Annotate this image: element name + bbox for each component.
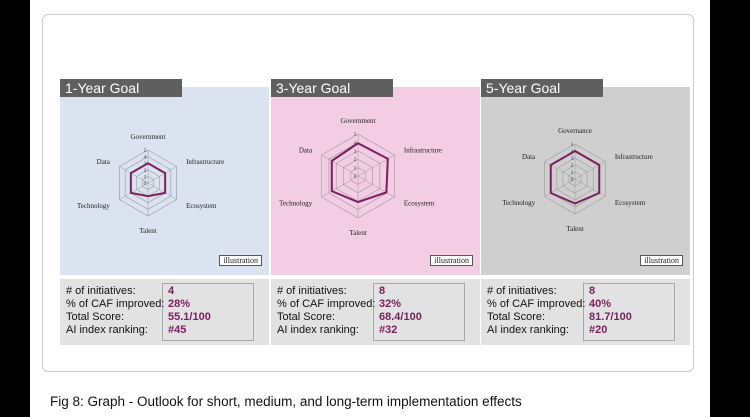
axis-spoke [574, 178, 606, 197]
caf-value: 28% [168, 298, 191, 310]
initiatives-label: # of initiatives: [487, 285, 557, 297]
illustration-badge: illustration [430, 255, 473, 266]
panel-title: 5-Year Goal [481, 79, 603, 97]
axis-spoke [119, 166, 149, 184]
tick-label: 2 [144, 168, 147, 174]
series-line [330, 142, 389, 204]
tick-label: 0 [571, 177, 574, 183]
axis-spoke [321, 154, 359, 177]
goal-panel-5-year: 0 1 2 3 4 5 Governance Infrastructure Ecosystem T… [481, 79, 690, 275]
goal-panel-3-year: 0 1 2 3 4 5 Government Infrastructure Ecosystem T… [271, 79, 480, 275]
category-label: Infrastructure [186, 158, 224, 166]
axis-spoke [321, 175, 359, 198]
initiatives-value: 8 [379, 285, 386, 297]
ranking-value: #20 [589, 324, 608, 336]
axis-spoke [544, 178, 576, 197]
tick-label: 2 [354, 157, 357, 163]
ranking-value: #45 [168, 324, 187, 336]
plot-background [271, 87, 480, 275]
caf-label: % of CAF improved: [277, 298, 376, 310]
axis-spoke [544, 161, 576, 180]
stats-value-box [373, 283, 465, 341]
tick-label: 4 [354, 140, 357, 146]
series-line [549, 150, 601, 205]
category-label: Data [522, 153, 536, 161]
category-label: Talent [349, 229, 366, 237]
category-label: Data [299, 147, 313, 155]
radar-chart-1-year: 012345GovernmentInfrastructureEcosystemT… [60, 87, 269, 275]
category-label: Technology [77, 202, 110, 210]
category-label: Infrastructure [615, 153, 653, 161]
illustration-badge: illustration [640, 255, 683, 266]
category-label: Ecosystem [615, 199, 646, 207]
initiatives-value: 8 [589, 285, 596, 297]
category-label: Technology [502, 199, 535, 207]
stats-panel-5-year: # of initiatives: % of CAF improved: Tot… [481, 279, 690, 345]
ranking-label: AI index ranking: [277, 324, 359, 336]
stats-value-box [162, 283, 254, 341]
category-label: Talent [566, 225, 583, 233]
illustration-badge: illustration [219, 255, 262, 266]
ranking-label: AI index ranking: [66, 324, 148, 336]
category-label: Ecosystem [186, 202, 217, 210]
figure-frame: 0 1 2 3 4 5 Government Infrastructure Ecosystem T… [42, 14, 694, 372]
score-value: 55.1/100 [168, 311, 211, 323]
ranking-value: #32 [379, 324, 398, 336]
tick-label: 1 [144, 174, 147, 180]
caf-label: % of CAF improved: [487, 298, 586, 310]
axis-spoke [147, 166, 177, 184]
category-label: Infrastructure [404, 147, 442, 155]
ranking-label: AI index ranking: [487, 324, 569, 336]
figure-caption: Fig 8: Graph - Outlook for short, medium… [50, 394, 522, 409]
tick-label: 0 [144, 181, 147, 187]
initiatives-label: # of initiatives: [66, 285, 136, 297]
tick-label: 3 [571, 156, 574, 162]
score-label: Total Score: [487, 311, 546, 323]
stats-panel-1-year: # of initiatives: % of CAF improved: Tot… [60, 279, 269, 345]
plot-background [481, 87, 690, 275]
category-label: Governance [558, 127, 592, 135]
panel-title: 3-Year Goal [271, 79, 393, 97]
caf-label: % of CAF improved: [66, 298, 165, 310]
caf-value: 32% [379, 298, 402, 310]
category-label: Government [341, 117, 376, 125]
axis-spoke [357, 175, 395, 198]
score-value: 81.7/100 [589, 311, 632, 323]
axis-spoke [119, 182, 149, 200]
caf-value: 40% [589, 298, 612, 310]
tick-label: 5 [144, 148, 147, 154]
initiatives-label: # of initiatives: [277, 285, 347, 297]
stats-value-box [583, 283, 675, 341]
tick-label: 1 [354, 166, 357, 172]
score-label: Total Score: [66, 311, 125, 323]
panel-title: 1-Year Goal [60, 79, 182, 97]
tick-label: 5 [354, 132, 357, 138]
tick-label: 3 [354, 149, 357, 155]
tick-label: 1 [571, 170, 574, 176]
score-value: 68.4/100 [379, 311, 422, 323]
category-label: Data [97, 158, 111, 166]
stats-panel-3-year: # of initiatives: % of CAF improved: Tot… [271, 279, 480, 345]
tick-label: 2 [571, 163, 574, 169]
axis-spoke [147, 182, 177, 200]
initiatives-value: 4 [168, 285, 175, 297]
tick-label: 5 [571, 142, 574, 148]
tick-label: 4 [144, 155, 147, 161]
radar-chart-5-year: 012345GovernanceInfrastructureEcosystemT… [481, 87, 690, 275]
category-label: Technology [279, 200, 312, 208]
category-label: Ecosystem [404, 200, 435, 208]
category-label: Talent [139, 227, 156, 235]
score-label: Total Score: [277, 311, 336, 323]
category-label: Government [131, 133, 166, 141]
goal-panel-1-year: 0 1 2 3 4 5 Government Infrastructure Ecosystem T… [60, 79, 269, 275]
slide-page: 0 1 2 3 4 5 Government Infrastructure Ecosystem T… [30, 0, 710, 417]
tick-label: 0 [354, 174, 357, 180]
radar-chart-3-year: 0 1 2 3 4 5 Government Infrastructure Ecosystem T… [271, 87, 480, 275]
series-line [129, 162, 167, 198]
axis-spoke [574, 161, 606, 180]
